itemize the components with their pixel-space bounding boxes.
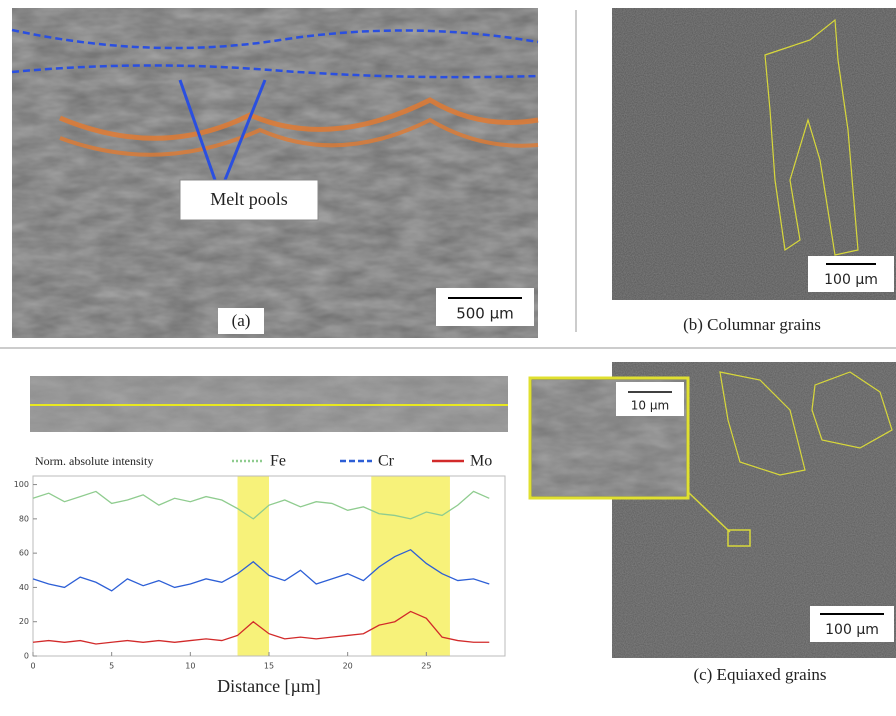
x-tick-label: 25 — [421, 662, 431, 671]
legend-label: Fe — [270, 453, 286, 470]
panel-b: 100 µm (b) Columnar grains — [612, 8, 896, 334]
caption: (c) Equiaxed grains — [693, 665, 826, 684]
x-tick-label: 20 — [343, 662, 353, 671]
highlight-band — [238, 476, 269, 656]
highlight-band — [371, 476, 450, 656]
y-tick-label: 60 — [19, 549, 29, 558]
y-tick-label: 100 — [14, 480, 29, 489]
x-tick-label: 5 — [109, 662, 114, 671]
x-axis-title: Distance [µm] — [217, 676, 321, 696]
x-tick-label: 10 — [185, 662, 195, 671]
scale-label: 100 µm — [824, 272, 878, 288]
scale-label: 500 µm — [456, 305, 514, 323]
legend-label: Cr — [378, 453, 395, 470]
page: { "panel_a": {"annotation": "Melt pools"… — [0, 0, 896, 716]
panel-label: (a) — [232, 311, 251, 330]
caption: (b) Columnar grains — [683, 315, 821, 334]
x-tick-label: 0 — [30, 662, 35, 671]
annotation: Melt pools — [210, 189, 288, 209]
scale-label: 10 µm — [631, 399, 669, 413]
x-tick-label: 15 — [264, 662, 274, 671]
figure: Melt pools (a) 500 µm 100 µm (b) Columna… — [0, 0, 896, 716]
y-tick-label: 40 — [19, 583, 29, 592]
line-chart: 0 20 40 60 80 100 0 5 10 15 20 25 Distance [µm] Norm.… — [14, 453, 505, 696]
scale-label: 100 µm — [825, 622, 879, 638]
y-tick-label: 20 — [19, 617, 29, 626]
panel-c: 10 µm 100 µm (c) Equiaxed grains — [530, 362, 896, 684]
legend-label: Mo — [470, 453, 492, 470]
panel-a: Melt pools (a) 500 µm — [12, 8, 538, 338]
legend-title: Norm. absolute intensity — [35, 454, 153, 468]
y-tick-label: 80 — [19, 514, 29, 523]
y-tick-label: 0 — [24, 652, 29, 661]
